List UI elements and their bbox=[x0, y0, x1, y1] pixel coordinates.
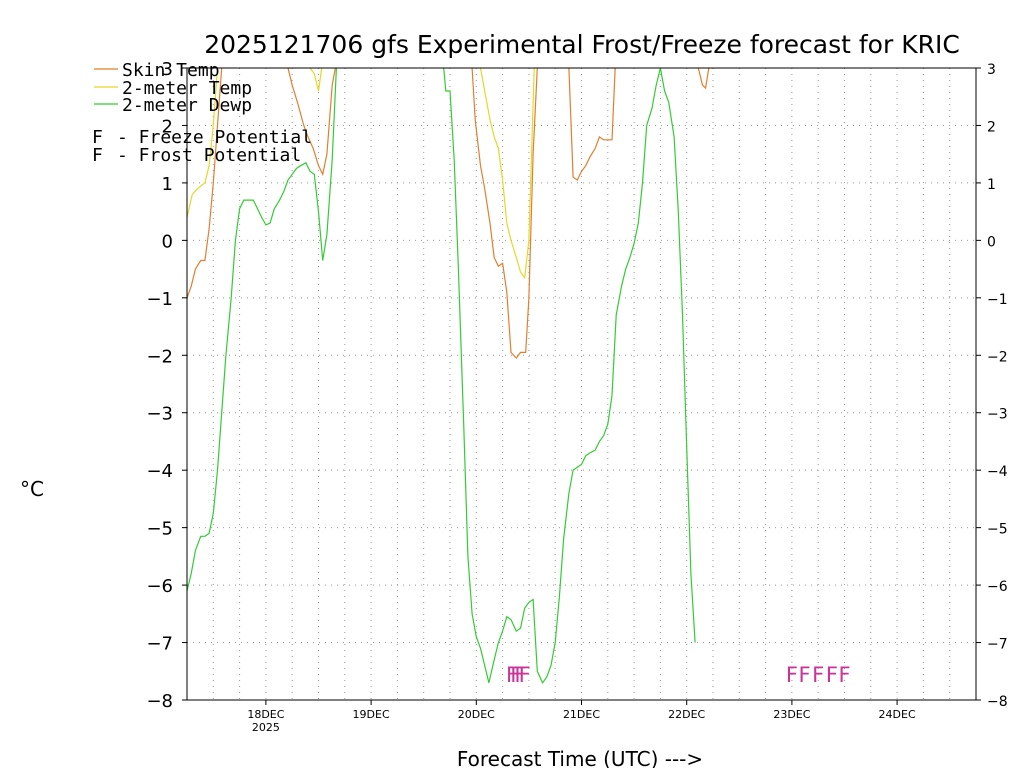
y-tick-label-right: −5 bbox=[987, 522, 1008, 538]
legend-freeze-label: - Freeze Potential bbox=[117, 127, 312, 148]
y-tick-label-right: 1 bbox=[987, 177, 996, 193]
freeze-potential-marker: F bbox=[510, 663, 522, 687]
x-tick-label: 23DEC bbox=[773, 708, 810, 721]
freeze-potential-marker: F bbox=[812, 663, 824, 687]
y-tick-label-left: 3 bbox=[162, 59, 173, 80]
x-tick-label: 21DEC bbox=[563, 708, 600, 721]
y-tick-label-left: −2 bbox=[146, 346, 173, 367]
x-tick-label: 19DEC bbox=[353, 708, 390, 721]
legend-freeze-symbol: F bbox=[92, 127, 103, 148]
y-tick-label-left: −1 bbox=[146, 289, 173, 310]
series-line-2-meter-dewp bbox=[187, 68, 337, 591]
series-line-skin-temp bbox=[568, 68, 616, 181]
freeze-potential-marker: F bbox=[519, 663, 531, 687]
y-tick-label-right: −8 bbox=[987, 694, 1008, 710]
y-tick-label-right: −1 bbox=[987, 292, 1008, 308]
y-tick-label-left: −7 bbox=[146, 634, 173, 655]
series-line-skin-temp bbox=[697, 68, 710, 90]
legend: Skin Temp 2-meter Temp 2-meter Dewp F - … bbox=[92, 60, 312, 166]
y-tick-label-left: −5 bbox=[146, 519, 173, 540]
freeze-potential-marker: F bbox=[838, 663, 850, 687]
y-tick-label-right: 0 bbox=[987, 234, 996, 250]
series-lines bbox=[187, 68, 710, 684]
x-tick-label: 18DEC bbox=[247, 708, 284, 721]
series-line-skin-temp bbox=[471, 68, 538, 360]
series-line-2-meter-dewp bbox=[443, 68, 696, 684]
y-tick-label-right: 3 bbox=[987, 62, 996, 78]
x-tick-label: 20DEC bbox=[458, 708, 495, 721]
series-line-skin-temp bbox=[187, 68, 223, 299]
freeze-potential-marker: F bbox=[514, 663, 526, 687]
legend-label-2m-temp: 2-meter Temp bbox=[122, 78, 252, 99]
y-tick-label-right: −6 bbox=[987, 579, 1008, 595]
y-tick-label-right: −3 bbox=[987, 407, 1008, 423]
series-line-2-meter-temp bbox=[479, 68, 535, 280]
x-axis-label: Forecast Time (UTC) ---> bbox=[457, 747, 703, 768]
y-tick-label-left: 2 bbox=[162, 116, 173, 137]
chart-title: 2025121706 gfs Experimental Frost/Freeze… bbox=[204, 30, 960, 59]
y-tick-label-left: −8 bbox=[146, 691, 173, 712]
freeze-potential-marker: F bbox=[826, 663, 838, 687]
legend-label-2m-dewp: 2-meter Dewp bbox=[122, 95, 252, 116]
y-tick-label-left: −4 bbox=[146, 461, 173, 482]
y-tick-label-right: −7 bbox=[987, 637, 1008, 653]
x-tick-sublabel: 2025 bbox=[252, 721, 280, 734]
y-tick-label-right: −4 bbox=[987, 464, 1008, 480]
y-tick-label-right: 2 bbox=[987, 119, 996, 135]
y-tick-label-right: −2 bbox=[987, 349, 1008, 365]
series-line-skin-temp bbox=[287, 68, 336, 177]
legend-label-skin-temp: Skin Temp bbox=[122, 60, 220, 81]
x-tick-label: 24DEC bbox=[879, 708, 916, 721]
freeze-potential-marker: F bbox=[506, 663, 518, 687]
x-tick-label: 22DEC bbox=[668, 708, 705, 721]
y-tick-label-left: −3 bbox=[146, 404, 173, 425]
legend-frost-symbol: F bbox=[92, 145, 103, 166]
freeze-potential-marker: F bbox=[786, 663, 798, 687]
y-tick-label-left: 1 bbox=[162, 174, 173, 195]
legend-frost-label: - Frost Potential bbox=[117, 145, 301, 166]
y-axis-ticks: 3 3 2 2 1 1 0 0 −1 −1 −2 −2 −3 −3 −4 −4 −5 −5 −6 −6 −7 −7 −8 −8 bbox=[146, 59, 1007, 712]
series-line-2-meter-temp bbox=[309, 68, 323, 92]
y-tick-label-left: −6 bbox=[146, 576, 173, 597]
y-axis-label: °C bbox=[20, 477, 44, 501]
y-tick-label-left: 0 bbox=[162, 231, 173, 252]
freeze-potential-marker: F bbox=[798, 663, 810, 687]
series-line-2-meter-temp bbox=[187, 68, 219, 218]
